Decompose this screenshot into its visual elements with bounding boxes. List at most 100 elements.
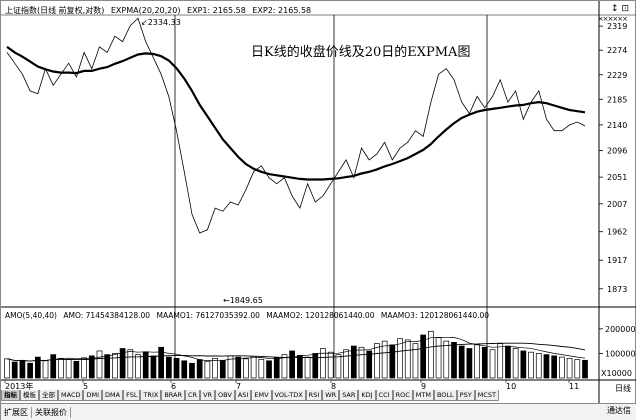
- vol-label-0: 200000: [605, 325, 636, 334]
- status-bar: 扩展区 关联报价: [1, 403, 636, 420]
- volume-ma-20: [6, 342, 586, 362]
- volume-bar-5: [42, 360, 49, 379]
- volume-bar-23: [181, 360, 188, 379]
- tab-10[interactable]: VR: [200, 390, 216, 401]
- exp2-value: EXP2: 2165.58: [252, 6, 312, 15]
- tab-13[interactable]: EMV: [251, 390, 272, 401]
- volume-bar-15: [119, 348, 126, 379]
- volume-bar-8: [65, 359, 72, 379]
- volume-bar-48: [374, 343, 380, 379]
- volume-bar-14: [112, 353, 118, 379]
- volume-bar-56: [435, 337, 442, 379]
- tab-23[interactable]: PSY: [456, 390, 475, 401]
- volume-bar-50: [389, 344, 396, 379]
- volume-header: AMO(5,40,40) AMO: 71454384128.00 MAAMO1:…: [5, 311, 493, 320]
- status-brand: 通达信: [607, 406, 631, 415]
- volume-bar-74: [574, 359, 581, 379]
- volume-bar-52: [404, 339, 411, 379]
- price-label-3: 2185: [607, 95, 627, 104]
- price-label-5: 2096: [607, 146, 627, 155]
- indicator-tabs: 指标 模板 全部 MACD DMI DMA FSL TRIX BRAR CR VR OBV ASI EMV…: [1, 390, 499, 402]
- time-label-1: 5: [83, 382, 88, 391]
- tab-0[interactable]: 指标: [1, 390, 20, 401]
- tab-5[interactable]: DMA: [102, 390, 124, 401]
- tab-7[interactable]: TRIX: [140, 390, 162, 401]
- price-label-7: 2007: [607, 200, 627, 209]
- volume-bar-68: [528, 351, 534, 379]
- volume-bar-28: [219, 359, 226, 379]
- tab-14[interactable]: VOL-TDX: [271, 390, 306, 401]
- maamo3-value: MAAMO3: 120128061440.00: [380, 311, 490, 320]
- volume-bar-31: [243, 358, 249, 379]
- volume-bar-67: [520, 350, 527, 379]
- maamo2-value: MAAMO2: 120128061440.00: [266, 311, 375, 320]
- price-chart[interactable]: 2319 2274 2229 2185 2140 2096 2051 2007 1962 1917…: [1, 1, 636, 403]
- price-label-6: 2051: [607, 173, 627, 182]
- volume-bar-3: [27, 362, 33, 379]
- tab-9[interactable]: CR: [185, 390, 201, 401]
- time-label-6: 10: [506, 382, 516, 391]
- series-line-EXPMA20: [6, 46, 586, 181]
- volume-bar-63: [489, 349, 496, 379]
- volume-bar-65: [505, 345, 511, 379]
- volume-bar-49: [381, 340, 388, 379]
- price-label-4: 2140: [607, 121, 627, 130]
- tab-24[interactable]: MCST: [474, 390, 499, 401]
- volume-bar-16: [127, 349, 134, 379]
- volume-bar-66: [512, 348, 519, 379]
- time-label-2: 6: [171, 382, 176, 391]
- amo-name: AMO(5,40,40): [5, 311, 57, 320]
- volume-bar-30: [235, 356, 242, 379]
- tab-3[interactable]: MACD: [58, 390, 84, 401]
- tab-6[interactable]: FSL: [123, 390, 141, 401]
- tab-20[interactable]: ROC: [392, 390, 413, 401]
- volume-bar-19: [150, 355, 157, 379]
- window-controls[interactable]: ↕ ⊡: [611, 4, 629, 14]
- volume-bar-4: [34, 356, 41, 379]
- tab-16[interactable]: WR: [322, 390, 340, 401]
- price-label-1: 2274: [607, 46, 627, 55]
- price-label-9: 1917: [607, 256, 627, 265]
- volume-bar-40: [312, 353, 319, 379]
- volume-bar-51: [397, 338, 403, 379]
- volume-bar-73: [566, 357, 573, 379]
- volume-bar-62: [481, 346, 488, 379]
- volume-ma-5: [6, 337, 586, 362]
- volume-bar-75: [582, 359, 588, 379]
- tab-8[interactable]: BRAR: [161, 390, 185, 401]
- exp1-value: EXP1: 2165.58: [187, 6, 246, 15]
- volume-bar-20: [158, 346, 164, 379]
- volume-bar-11: [88, 355, 95, 379]
- tab-2[interactable]: 全部: [39, 390, 58, 401]
- tab-22[interactable]: BOLL: [433, 390, 457, 401]
- time-label-7: 11: [569, 382, 579, 391]
- status-expand[interactable]: 扩展区: [1, 407, 32, 418]
- tab-18[interactable]: KDJ: [358, 390, 376, 401]
- status-quotes[interactable]: 关联报价: [32, 407, 71, 418]
- period-label[interactable]: 日线: [615, 384, 631, 393]
- tab-21[interactable]: MTM: [412, 390, 434, 401]
- tab-11[interactable]: OBV: [215, 390, 235, 401]
- price-label-8: 1962: [607, 228, 627, 237]
- volume-bar-39: [304, 356, 311, 379]
- price-label-2: 2229: [607, 71, 627, 80]
- volume-bar-9: [73, 360, 80, 379]
- time-label-5: 9: [421, 382, 426, 391]
- tab-4[interactable]: DMI: [83, 390, 103, 401]
- tab-17[interactable]: SAR: [339, 390, 359, 401]
- volume-bar-71: [551, 355, 558, 379]
- volume-bar-37: [289, 350, 295, 379]
- tab-1[interactable]: 模板: [20, 390, 39, 401]
- volume-bar-47: [366, 350, 373, 379]
- volume-bar-58: [451, 342, 457, 379]
- volume-bar-10: [81, 357, 87, 379]
- volume-bar-35: [273, 357, 280, 379]
- tab-15[interactable]: RSI: [305, 390, 323, 401]
- high-price-label: ↙2334.33: [141, 18, 181, 27]
- tab-19[interactable]: CCI: [375, 390, 393, 401]
- volume-bar-6: [50, 354, 57, 379]
- tab-12[interactable]: ASI: [234, 390, 252, 401]
- price-label-0: 2319: [607, 22, 627, 31]
- volume-bar-57: [443, 340, 450, 379]
